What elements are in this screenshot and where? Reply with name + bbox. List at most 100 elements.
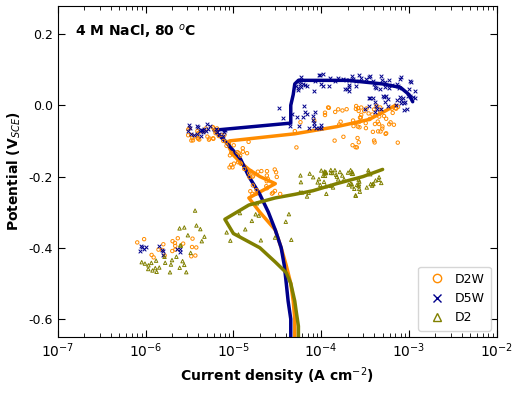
Point	[294, 87, 303, 94]
Point	[175, 264, 184, 271]
Point	[269, 189, 277, 196]
Point	[203, 121, 211, 127]
Point	[292, 114, 301, 121]
Point	[338, 76, 347, 83]
Point	[370, 138, 378, 144]
Point	[331, 78, 339, 84]
Point	[215, 131, 224, 138]
Point	[151, 265, 159, 271]
Point	[206, 123, 214, 129]
Point	[376, 73, 385, 79]
Point	[380, 79, 389, 85]
Point	[343, 106, 351, 112]
Point	[154, 246, 162, 253]
Point	[212, 126, 220, 132]
Point	[159, 252, 167, 258]
Point	[272, 169, 280, 175]
Point	[321, 110, 329, 116]
Point	[315, 176, 323, 182]
Point	[144, 266, 153, 272]
Point	[240, 166, 248, 172]
Point	[140, 236, 148, 242]
Point	[252, 191, 261, 197]
Point	[332, 172, 340, 178]
Point	[222, 139, 230, 145]
Point	[234, 231, 242, 238]
Point	[321, 112, 329, 118]
Point	[310, 78, 319, 84]
Point	[147, 260, 156, 266]
Point	[191, 252, 199, 259]
Point	[184, 132, 193, 138]
Point	[406, 79, 415, 85]
Point	[296, 81, 304, 87]
Point	[355, 178, 363, 185]
Point	[382, 130, 390, 136]
Point	[301, 82, 309, 88]
Point	[263, 178, 271, 184]
Point	[351, 120, 360, 126]
Point	[296, 189, 304, 195]
Point	[155, 264, 163, 271]
Text: 4 M NaCl, 80 $^o$C: 4 M NaCl, 80 $^o$C	[75, 22, 197, 40]
Point	[234, 149, 242, 155]
Point	[334, 106, 343, 112]
Point	[194, 136, 202, 142]
Point	[193, 123, 201, 129]
Point	[372, 177, 380, 184]
Point	[353, 135, 362, 141]
Point	[298, 189, 306, 196]
Point	[296, 172, 305, 178]
Point	[248, 191, 256, 197]
Point	[334, 176, 343, 182]
Point	[363, 184, 371, 191]
Point	[331, 138, 339, 144]
Point	[357, 75, 365, 81]
Point	[378, 123, 387, 130]
Point	[411, 95, 419, 101]
Point	[148, 267, 157, 274]
Point	[354, 176, 363, 183]
Point	[397, 100, 405, 107]
Point	[184, 232, 192, 239]
Point	[175, 225, 184, 231]
Point	[360, 108, 368, 114]
Point	[366, 72, 374, 79]
Point	[362, 76, 371, 83]
Point	[342, 77, 350, 84]
Point	[395, 94, 404, 100]
Point	[141, 261, 149, 267]
Point	[374, 128, 383, 134]
Point	[198, 127, 206, 133]
Point	[312, 125, 320, 131]
Point	[338, 173, 346, 179]
Point	[368, 77, 377, 84]
Point	[192, 222, 200, 229]
Point	[321, 168, 329, 174]
Point	[317, 81, 325, 87]
Point	[331, 109, 339, 115]
Point	[257, 168, 266, 174]
Point	[276, 191, 284, 197]
Point	[286, 123, 294, 129]
Point	[288, 111, 296, 117]
Point	[292, 144, 301, 151]
Point	[188, 244, 196, 250]
Point	[370, 106, 378, 112]
Point	[313, 179, 322, 185]
Point	[264, 176, 272, 182]
Point	[189, 132, 198, 138]
Point	[362, 120, 370, 126]
Point	[159, 241, 168, 248]
Point	[241, 226, 250, 232]
Point	[138, 244, 146, 250]
Point	[172, 253, 181, 260]
Point	[315, 72, 323, 79]
Point	[354, 72, 363, 78]
Point	[389, 110, 397, 116]
Point	[214, 133, 223, 139]
Point	[326, 75, 334, 81]
Point	[379, 92, 387, 99]
Point	[354, 139, 363, 145]
Point	[376, 104, 384, 110]
